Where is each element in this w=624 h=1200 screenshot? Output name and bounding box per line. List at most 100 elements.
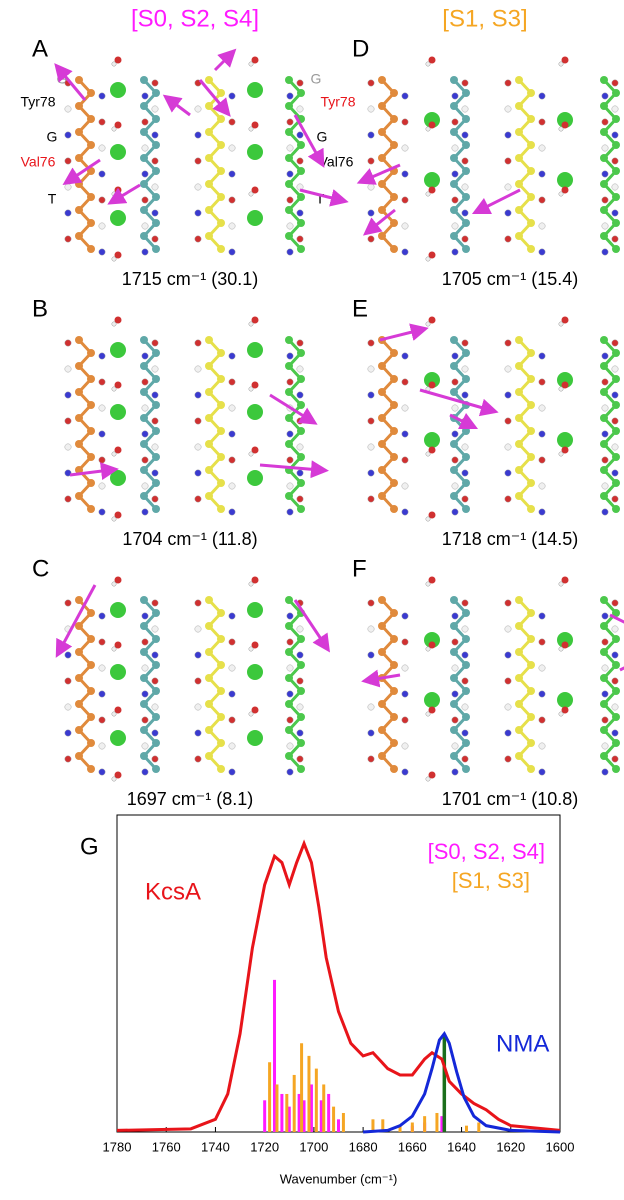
atom	[515, 206, 523, 214]
atom	[368, 756, 374, 762]
atom	[602, 457, 608, 463]
atom	[205, 596, 213, 604]
atom	[152, 132, 158, 138]
atom	[402, 717, 408, 723]
atom	[462, 366, 468, 372]
water	[426, 452, 430, 456]
atom	[140, 648, 148, 656]
atom	[368, 132, 374, 138]
atom	[142, 639, 148, 645]
atom	[287, 613, 293, 619]
atom	[195, 496, 201, 502]
atom	[87, 401, 95, 409]
atom	[402, 769, 408, 775]
atom	[539, 509, 545, 515]
atom	[378, 466, 386, 474]
water	[559, 387, 563, 391]
atom	[612, 167, 620, 175]
atom	[285, 414, 293, 422]
atom	[450, 622, 458, 630]
x-tick-label: 1700	[299, 1139, 328, 1154]
atom	[65, 392, 71, 398]
atom	[539, 457, 545, 463]
atom	[205, 206, 213, 214]
atom	[390, 687, 398, 695]
atom	[65, 106, 71, 112]
water	[112, 62, 116, 66]
atom	[462, 245, 470, 253]
atom	[462, 756, 468, 762]
atom	[452, 353, 458, 359]
water	[112, 322, 116, 326]
residue-label: G	[317, 129, 328, 145]
water	[112, 257, 116, 261]
atom	[75, 492, 83, 500]
atom	[602, 769, 608, 775]
ion	[110, 342, 126, 358]
residue-label: G	[47, 129, 58, 145]
atom	[539, 93, 545, 99]
atom	[152, 184, 158, 190]
panel-letter: B	[32, 295, 48, 322]
atom	[287, 769, 293, 775]
water	[249, 62, 253, 66]
atom	[297, 80, 303, 86]
ion	[247, 144, 263, 160]
atom	[285, 726, 293, 734]
atom	[297, 427, 305, 435]
atom	[612, 392, 618, 398]
atom	[297, 652, 303, 658]
atom	[152, 219, 160, 227]
atom	[378, 752, 386, 760]
atom	[612, 245, 620, 253]
water	[112, 517, 116, 521]
atom	[140, 336, 148, 344]
residue-label: Tyr78	[320, 94, 355, 110]
atom	[515, 440, 523, 448]
atom	[462, 661, 470, 669]
atom	[462, 80, 468, 86]
atom	[527, 453, 535, 461]
atom	[600, 752, 608, 760]
water	[112, 582, 116, 586]
water	[426, 127, 430, 131]
atom	[217, 713, 225, 721]
atom	[462, 496, 468, 502]
atom	[402, 119, 408, 125]
atom	[217, 375, 225, 383]
atom	[75, 622, 83, 630]
water	[559, 647, 563, 651]
atom	[539, 717, 545, 723]
atom	[142, 197, 148, 203]
atom	[297, 340, 303, 346]
atom	[152, 730, 158, 736]
atom	[612, 401, 620, 409]
atom	[297, 245, 305, 253]
atom	[505, 730, 511, 736]
atom	[205, 414, 213, 422]
atom	[402, 743, 408, 749]
atom	[297, 158, 303, 164]
atom	[462, 739, 470, 747]
atom	[452, 431, 458, 437]
atom	[452, 249, 458, 255]
molecule-panel	[60, 55, 340, 261]
atom	[612, 687, 620, 695]
atom	[527, 219, 535, 227]
ion	[557, 172, 573, 188]
molecule-panel	[60, 577, 325, 782]
atom	[65, 184, 71, 190]
atom	[515, 336, 523, 344]
atom	[285, 206, 293, 214]
atom	[450, 466, 458, 474]
atom	[152, 245, 160, 253]
atom	[505, 704, 511, 710]
atom	[462, 470, 468, 476]
atom	[527, 713, 535, 721]
atom	[602, 223, 608, 229]
atom	[527, 193, 535, 201]
atom	[217, 479, 225, 487]
atom	[297, 444, 303, 450]
x-tick-label: 1620	[496, 1139, 525, 1154]
atom	[297, 349, 305, 357]
